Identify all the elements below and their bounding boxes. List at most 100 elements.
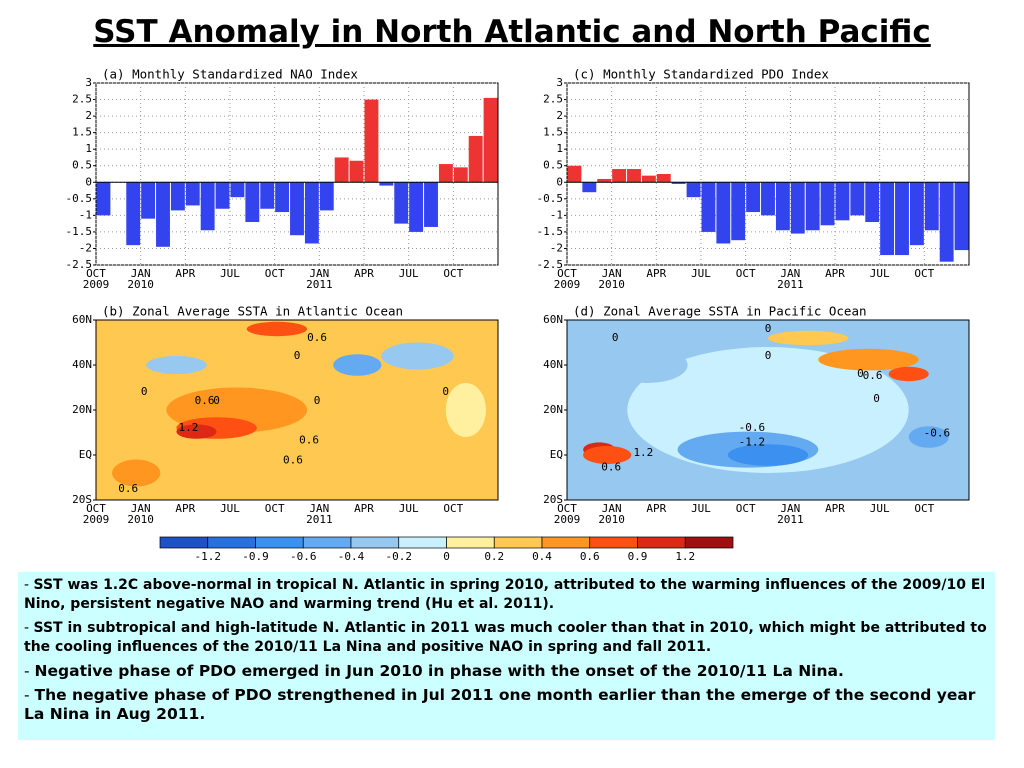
x-tick-label: JUL	[691, 502, 711, 515]
panel-title: (c) Monthly Standardized PDO Index	[573, 67, 829, 82]
colorbar-label: 0.6	[580, 550, 600, 563]
x-tick-label: JUL	[869, 502, 890, 515]
bar	[820, 182, 835, 226]
bar	[612, 169, 627, 183]
x-tick-label: JAN 2011	[306, 267, 333, 291]
bar	[200, 182, 215, 231]
bar	[334, 157, 349, 183]
contour-label: 0.6	[863, 369, 883, 382]
bar	[304, 182, 319, 244]
colorbar-box	[302, 536, 352, 549]
x-tick-label: OCT	[735, 267, 756, 280]
bar	[468, 135, 483, 183]
x-tick-label: OCT	[443, 267, 464, 280]
bar	[865, 182, 880, 222]
colorbar-label: 1.2	[675, 550, 695, 563]
y-tick-label: -2	[79, 241, 92, 254]
note: SST in subtropical and high-latitude N. …	[24, 619, 989, 657]
colorbar-label: -0.9	[242, 550, 269, 563]
contour-label: -0.6	[739, 421, 766, 434]
y-tick-label: 0.5	[72, 159, 92, 172]
contour-label: 0.6	[118, 482, 138, 495]
bar	[215, 182, 230, 209]
bar	[790, 182, 805, 234]
x-tick-label: OCT 2009	[553, 267, 581, 291]
field-patch	[768, 330, 849, 346]
y-tick-label: 0.5	[543, 159, 563, 172]
bar	[126, 182, 141, 246]
x-tick-label: APR	[354, 267, 374, 280]
x-tick-label: JAN 2010	[127, 502, 154, 526]
bar	[379, 182, 394, 186]
field-patch	[246, 321, 308, 337]
x-tick-label: APR	[175, 502, 196, 515]
field-patch	[112, 459, 161, 487]
bar	[641, 175, 656, 183]
x-tick-label: JUL	[869, 267, 890, 280]
y-tick-label: -1	[79, 208, 92, 221]
bar	[349, 160, 364, 183]
x-tick-label: JUL	[398, 267, 419, 280]
contour-label: 1.2	[179, 421, 199, 434]
bar	[850, 182, 865, 216]
colorbar-label: -0.4	[338, 550, 365, 563]
y-tick-label: 2.5	[543, 93, 563, 106]
colorbar-box	[541, 536, 591, 549]
bar	[835, 182, 850, 221]
bar	[156, 182, 170, 247]
field-patch	[583, 446, 632, 464]
y-tick-label: EQ	[79, 448, 92, 461]
contour-label: 0	[442, 385, 449, 398]
field-patch	[445, 383, 486, 437]
contour-label: 0	[294, 349, 301, 362]
field-patch	[727, 444, 809, 466]
colorbar-label: 0.9	[628, 550, 648, 563]
x-tick-label: JUL	[220, 267, 240, 280]
colorbar-box	[350, 536, 400, 549]
y-tick-label: -0.5	[537, 192, 564, 205]
colorbar-box	[493, 536, 543, 549]
contour-label: 0.6	[299, 434, 319, 447]
x-tick-label: JAN 2011	[306, 502, 333, 526]
y-tick-label: -2.5	[66, 258, 93, 271]
bar	[775, 182, 790, 231]
y-tick-label: 40N	[543, 358, 563, 371]
field-patch	[818, 348, 919, 371]
x-tick-label: OCT	[264, 267, 285, 280]
x-tick-label: OCT	[443, 502, 464, 515]
x-tick-label: JUL	[398, 502, 419, 515]
contour-label: -1.2	[739, 435, 766, 448]
bar	[185, 182, 200, 206]
panel-title: (a) Monthly Standardized NAO Index	[102, 67, 358, 82]
x-tick-label: OCT	[735, 502, 756, 515]
x-tick-label: JAN 2010	[127, 267, 154, 291]
bar	[96, 182, 111, 216]
y-tick-label: -1.5	[537, 225, 564, 238]
y-tick-label: -0.5	[66, 192, 93, 205]
x-tick-label: OCT 2009	[82, 267, 110, 291]
y-tick-label: 2	[556, 109, 563, 122]
y-tick-label: 60N	[72, 313, 92, 326]
colorbar-box	[446, 536, 495, 549]
note: The negative phase of PDO strengthened i…	[24, 686, 989, 724]
contour-label: 1.2	[633, 446, 653, 459]
x-tick-label: OCT 2009	[553, 502, 581, 526]
bar	[880, 182, 895, 256]
x-tick-label: JAN 2011	[777, 502, 804, 526]
y-tick-label: 1	[85, 142, 92, 155]
field-patch	[607, 347, 688, 383]
y-tick-label: 2	[85, 109, 92, 122]
contour-label: 0.6	[195, 394, 215, 407]
y-tick-label: 2.5	[72, 93, 92, 106]
y-tick-label: -2	[550, 241, 563, 254]
contour-label: 0	[857, 367, 864, 380]
panel-title: (b) Zonal Average SSTA in Atlantic Ocean	[102, 304, 403, 319]
y-tick-label: -1	[550, 208, 563, 221]
x-tick-label: APR	[825, 502, 845, 515]
field-patch	[337, 437, 418, 473]
contour-label: 0	[213, 394, 220, 407]
colorbar-box	[637, 536, 686, 549]
bar	[597, 178, 612, 183]
bar	[483, 97, 498, 183]
